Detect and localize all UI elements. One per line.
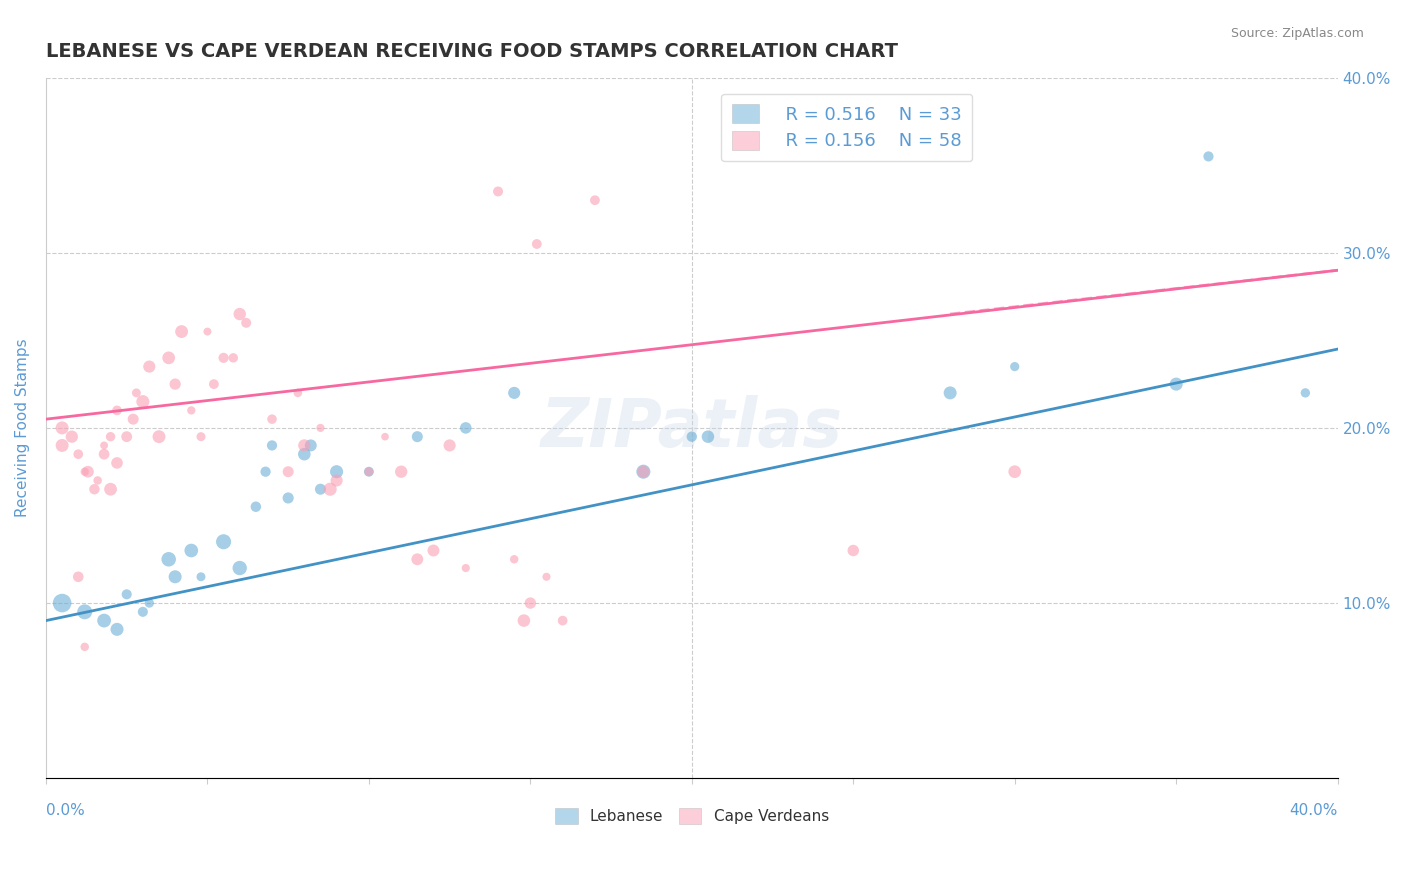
Point [939,385,962,400]
Point [132,605,155,619]
Point [454,561,477,575]
Point [73,465,96,479]
Point [1294,385,1316,400]
Point [260,438,283,452]
Point [138,359,160,374]
Point [406,552,429,566]
Point [100,430,122,444]
Point [122,412,145,426]
Point [115,430,138,444]
Point [681,430,703,444]
Point [115,587,138,601]
Point [202,377,225,392]
Point [197,325,219,339]
Point [277,465,299,479]
Point [406,430,429,444]
Point [67,447,90,461]
Point [212,534,235,549]
Point [180,403,202,417]
Point [105,456,128,470]
Point [503,552,526,566]
Point [319,482,342,496]
Legend: Lebanese, Cape Verdeans: Lebanese, Cape Verdeans [546,799,838,834]
Point [309,482,332,496]
Point [486,185,509,199]
Point [422,543,444,558]
Point [180,543,202,558]
Point [697,430,720,444]
Point [325,474,347,488]
Point [374,430,396,444]
Point [1198,149,1220,163]
Point [51,421,73,435]
Point [842,543,865,558]
Point [73,605,96,619]
Point [51,596,73,610]
Point [165,377,187,392]
Point [245,500,267,514]
Point [1166,377,1188,392]
Point [551,614,574,628]
Text: Source: ZipAtlas.com: Source: ZipAtlas.com [1230,27,1364,40]
Point [148,430,170,444]
Point [93,614,115,628]
Point [51,438,73,452]
Point [228,307,250,321]
Point [93,438,115,452]
Point [86,474,108,488]
Point [235,316,257,330]
Point [1004,465,1026,479]
Point [157,552,180,566]
Point [292,438,315,452]
Point [165,570,187,584]
Point [292,447,315,461]
Point [105,623,128,637]
Point [190,570,212,584]
Point [93,447,115,461]
Text: 0.0%: 0.0% [46,803,84,818]
Point [260,412,283,426]
Point [125,385,148,400]
Point [1004,359,1026,374]
Point [389,465,412,479]
Point [583,193,606,207]
Point [454,421,477,435]
Text: 40.0%: 40.0% [1289,803,1337,818]
Point [67,570,90,584]
Point [132,394,155,409]
Point [73,640,96,654]
Point [325,465,347,479]
Point [439,438,461,452]
Point [513,614,536,628]
Text: ZIPatlas: ZIPatlas [541,395,842,461]
Point [138,596,160,610]
Point [633,465,655,479]
Point [357,465,380,479]
Point [83,482,105,496]
Point [633,465,655,479]
Point [157,351,180,365]
Point [212,351,235,365]
Point [526,237,548,252]
Point [357,465,380,479]
Point [77,465,100,479]
Point [277,491,299,505]
Y-axis label: Receiving Food Stamps: Receiving Food Stamps [15,339,30,517]
Text: LEBANESE VS CAPE VERDEAN RECEIVING FOOD STAMPS CORRELATION CHART: LEBANESE VS CAPE VERDEAN RECEIVING FOOD … [46,42,898,61]
Point [60,430,83,444]
Point [170,325,193,339]
Point [519,596,541,610]
Point [299,438,322,452]
Point [228,561,250,575]
Point [190,430,212,444]
Point [503,385,526,400]
Point [287,385,309,400]
Point [254,465,277,479]
Point [222,351,245,365]
Point [105,403,128,417]
Point [536,570,558,584]
Point [100,482,122,496]
Point [309,421,332,435]
